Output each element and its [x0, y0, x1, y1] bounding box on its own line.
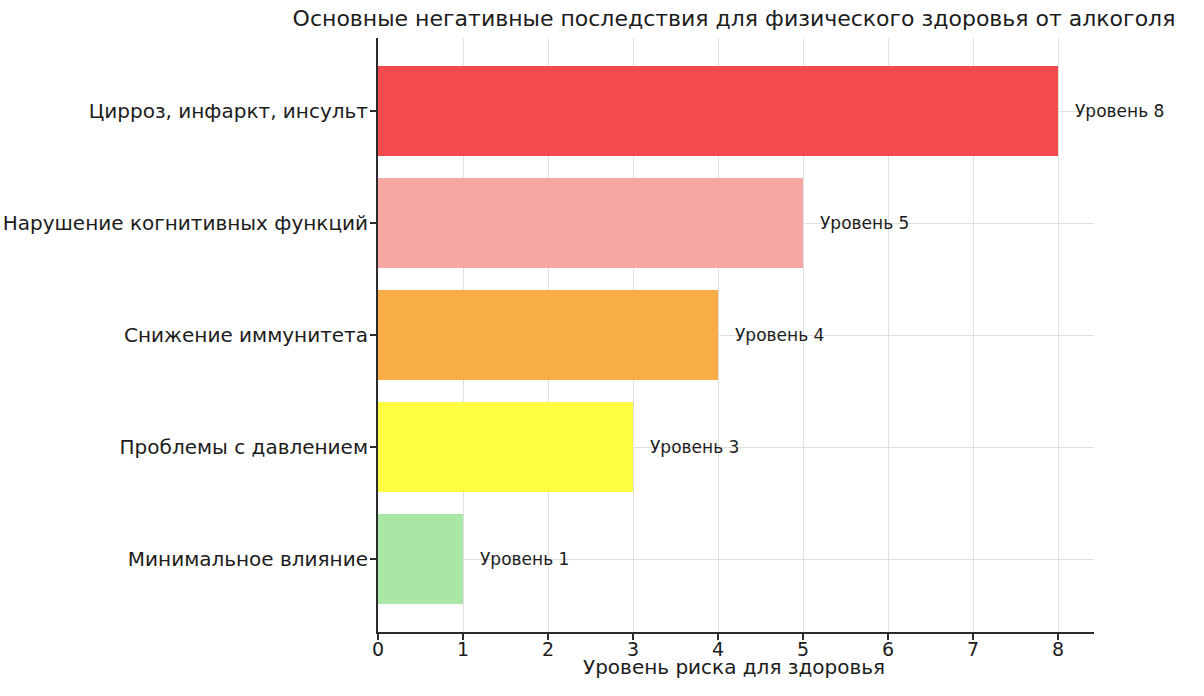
- y-tick-mark: [370, 558, 376, 560]
- bar-1: [378, 66, 1058, 156]
- chart-title: Основные негативные последствия для физи…: [293, 6, 1176, 31]
- bar-5: [378, 514, 463, 604]
- y-tick-mark: [370, 334, 376, 336]
- x-tick-label: 7: [967, 638, 979, 660]
- y-tick-mark: [370, 222, 376, 224]
- x-tick-label: 0: [372, 638, 384, 660]
- bar-chart: Основные негативные последствия для физи…: [0, 0, 1204, 696]
- y-tick-mark: [370, 110, 376, 112]
- bar-value-label: Уровень 3: [650, 437, 739, 457]
- x-axis-label: Уровень риска для здоровья: [583, 655, 885, 679]
- y-category-label: Снижение иммунитета: [2, 323, 368, 347]
- bar-4: [378, 402, 633, 492]
- bar-value-label: Уровень 1: [480, 549, 569, 569]
- bar-3: [378, 290, 718, 380]
- y-category-label: Проблемы с давлением: [2, 435, 368, 459]
- x-tick-label: 2: [542, 638, 554, 660]
- x-tick-label: 1: [457, 638, 469, 660]
- y-category-label: Минимальное влияние: [2, 547, 368, 571]
- y-tick-mark: [370, 446, 376, 448]
- plot-area: Уровень 8Цирроз, инфаркт, инсультУровень…: [376, 38, 1094, 634]
- y-category-label: Цирроз, инфаркт, инсульт: [2, 99, 368, 123]
- bar-value-label: Уровень 8: [1075, 101, 1164, 121]
- bar-value-label: Уровень 5: [820, 213, 909, 233]
- y-category-label: Нарушение когнитивных функций: [2, 211, 368, 235]
- bar-value-label: Уровень 4: [735, 325, 824, 345]
- x-tick-label: 8: [1052, 638, 1064, 660]
- bar-2: [378, 178, 803, 268]
